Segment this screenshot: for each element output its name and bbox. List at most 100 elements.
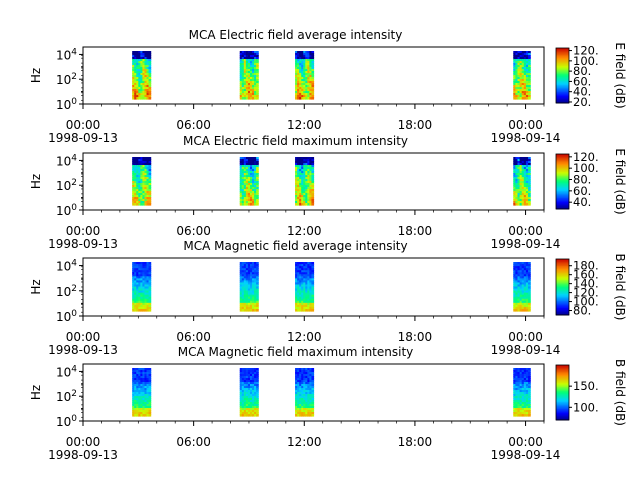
heatmap-cell [301,398,304,401]
heatmap-cell [309,91,313,94]
heatmap-cell [252,300,255,304]
heatmap-cell [517,372,521,375]
heatmap-cell [303,286,306,290]
heatmap-cell [513,294,516,298]
heatmap-cell [297,300,300,304]
heatmap-cell [132,197,135,200]
heatmap-cell [301,274,304,277]
heatmap-cell [528,414,531,417]
heatmap-cell [305,406,308,409]
heatmap-cell [132,368,135,371]
heatmap-cell [311,71,315,74]
heatmap-cell [254,183,257,186]
heatmap-cell [146,406,150,409]
heatmap-cell [301,388,304,391]
heatmap-cell [521,294,525,298]
heatmap-cell [245,288,249,292]
heatmap-cell [299,161,302,164]
heatmap-cell [295,187,298,190]
heatmap-cell [245,83,249,86]
y-axis-label: Hz [29,279,43,294]
heatmap-cell [245,79,249,82]
colorbar-swatch [556,266,569,268]
heatmap-cell [247,298,251,302]
heatmap-cell [301,278,304,281]
colorbar-tick-label: 80. [573,64,591,78]
heatmap-cell [245,167,249,170]
heatmap-cell [144,63,148,66]
heatmap-cell [142,183,146,186]
panel-1: MCA Electric field average intensityHz10… [29,28,627,145]
x-tick-label: 06:00 [176,224,211,238]
heatmap-cell [305,390,308,393]
heatmap-cell [295,87,298,90]
heatmap-cell [144,392,148,395]
heatmap-cell [521,372,525,375]
heatmap-cell [305,157,308,160]
heatmap-cell [299,276,302,279]
heatmap-cell [311,296,315,300]
heatmap-cell [239,376,243,379]
heatmap-cell [309,63,313,66]
heatmap-cell [144,167,148,170]
heatmap-cell [138,378,141,381]
heatmap-cell [146,65,150,68]
heatmap-cell [521,171,525,174]
heatmap-cell [515,53,519,56]
heatmap-cell [513,288,516,292]
heatmap-cell [256,167,259,170]
heatmap-cell [515,161,519,164]
heatmap-cell [136,159,139,162]
heatmap-cell [519,404,523,407]
colorbar-swatch [556,277,569,280]
heatmap-cell [295,189,298,192]
heatmap-cell [295,294,298,298]
heatmap-cell [144,296,148,300]
colorbar-swatch [556,413,569,416]
heatmap-cell [138,304,141,308]
heatmap-cell [513,280,516,284]
heatmap-cell [311,308,315,312]
heatmap-cell [136,177,139,180]
heatmap-cell [299,165,302,168]
colorbar-swatch [556,156,569,159]
heatmap-cell [134,197,137,200]
heatmap-cell [295,292,298,296]
heatmap-cell [138,67,141,70]
heatmap-cell [295,199,298,202]
heatmap-cell [295,89,298,92]
heatmap-cell [140,396,144,399]
heatmap-cell [519,171,523,174]
heatmap-cell [142,304,146,308]
colorbar-tick-label: 40. [573,85,591,99]
heatmap-cell [523,85,527,88]
heatmap-cell [525,91,529,94]
heatmap-cell [309,171,313,174]
heatmap-cell [309,97,313,100]
heatmap-cell [515,191,519,194]
heatmap-cell [140,61,144,64]
heatmap-cell [146,203,150,206]
heatmap-cell [295,177,298,180]
heatmap-cell [513,71,516,74]
data-block-4 [513,51,531,100]
colorbar-swatch [556,178,569,181]
heatmap-cell [295,272,298,275]
heatmap-cell [252,51,255,54]
heatmap-cell [517,67,521,70]
colorbar-swatch [556,92,569,94]
heatmap-cell [132,187,135,190]
heatmap-cell [256,394,259,397]
heatmap-cell [138,199,141,202]
heatmap-cell [142,414,146,417]
heatmap-cell [519,85,523,88]
heatmap-cell [309,270,313,273]
heatmap-cell [297,167,300,170]
colorbar-swatch [556,166,569,169]
heatmap-cell [525,398,529,401]
heatmap-cell [134,55,137,58]
heatmap-cell [513,157,516,160]
heatmap-cell [138,61,141,64]
heatmap-cell [146,57,150,60]
heatmap-cell [134,189,137,192]
